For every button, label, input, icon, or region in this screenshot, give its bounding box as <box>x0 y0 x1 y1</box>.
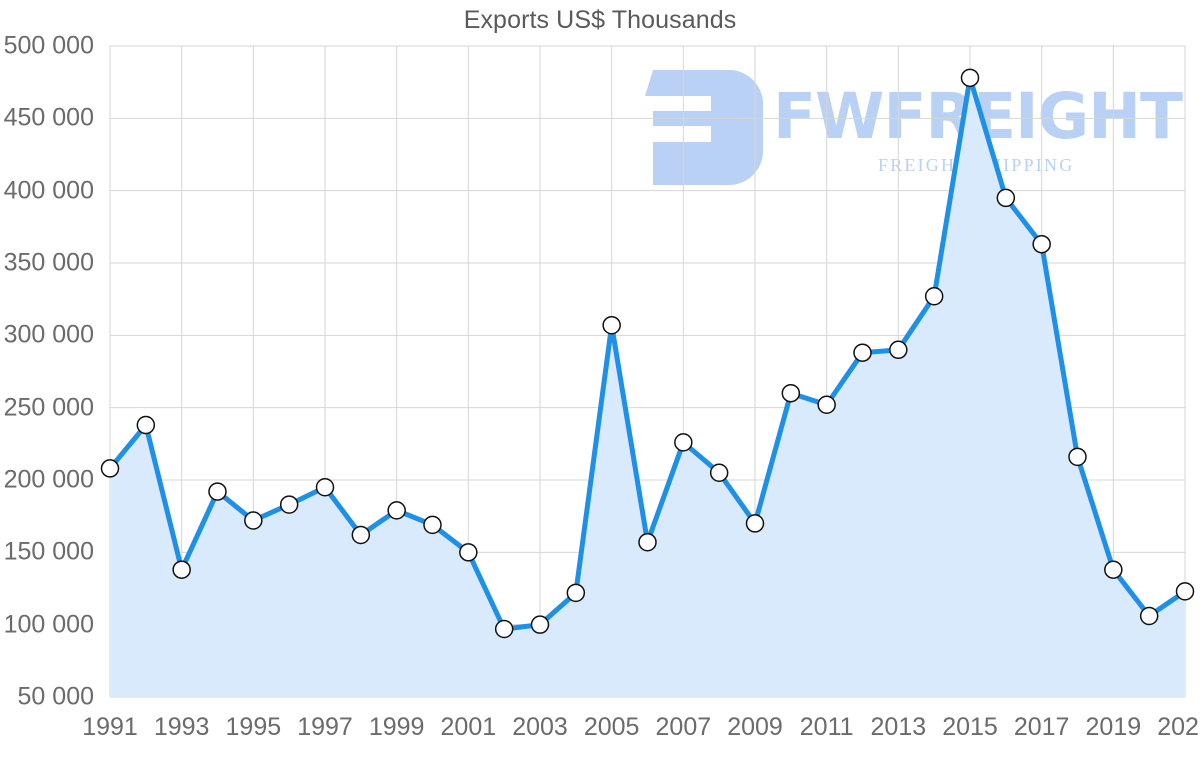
data-point-marker[interactable] <box>1139 606 1159 626</box>
data-point-marker[interactable] <box>638 532 657 552</box>
x-axis-tick-label: 1997 <box>297 713 353 741</box>
x-axis-tick-label: 2017 <box>1013 713 1070 741</box>
data-point-marker[interactable] <box>709 463 729 483</box>
data-point-marker[interactable] <box>781 383 801 403</box>
area-fill <box>110 77 1185 697</box>
y-axis-tick-label: 500 000 <box>3 31 94 60</box>
data-point-marker[interactable] <box>566 583 586 603</box>
data-point-marker[interactable] <box>315 477 335 497</box>
x-axis-tick-label: 2011 <box>799 713 854 741</box>
y-axis-tick-label: 100 000 <box>3 610 94 639</box>
data-point-marker[interactable] <box>960 68 980 88</box>
data-point-marker[interactable] <box>208 482 227 501</box>
y-axis-tick-label: 150 000 <box>3 537 94 566</box>
data-point-marker[interactable] <box>889 340 908 360</box>
y-axis-tick-label: 250 000 <box>3 393 94 422</box>
x-axis-tick-label: 1991 <box>82 713 138 741</box>
x-axis-tick-label: 2005 <box>583 713 640 741</box>
data-point-marker[interactable] <box>1175 582 1195 601</box>
x-axis-tick-label: 2013 <box>870 713 927 741</box>
x-axis-tick-label: 1993 <box>153 713 210 741</box>
x-axis-tick-label: 2003 <box>512 713 568 741</box>
y-axis-tick-label: 350 000 <box>3 248 94 277</box>
data-point-marker[interactable] <box>745 514 765 533</box>
x-axis-tick-label: 1995 <box>225 713 282 741</box>
data-point-marker[interactable] <box>1104 560 1123 579</box>
data-point-marker[interactable] <box>351 525 371 545</box>
x-axis-tick-label: 2019 <box>1085 713 1142 741</box>
chart-title: Exports US$ Thousands <box>463 6 737 34</box>
x-axis-tick-label: 2001 <box>440 713 497 741</box>
data-point-marker[interactable] <box>924 287 944 306</box>
y-axis-tick-label: 450 000 <box>3 103 94 132</box>
data-point-marker[interactable] <box>459 543 478 562</box>
data-point-marker[interactable] <box>602 315 621 335</box>
data-point-marker[interactable] <box>100 459 120 478</box>
data-point-marker[interactable] <box>387 501 406 520</box>
x-axis-tick-label: 2009 <box>727 713 783 741</box>
data-point-marker[interactable] <box>817 395 836 415</box>
data-point-marker[interactable] <box>244 511 263 530</box>
data-point-marker[interactable] <box>494 619 514 639</box>
y-axis-tick-label: 400 000 <box>3 176 94 205</box>
x-axis-tick-label: 2015 <box>942 713 998 741</box>
data-point-marker[interactable] <box>172 560 191 579</box>
y-axis-tick-label: 50 000 <box>17 682 94 711</box>
data-point-marker[interactable] <box>674 433 693 452</box>
data-point-marker[interactable] <box>423 515 442 535</box>
data-point-marker[interactable] <box>1032 234 1051 254</box>
data-point-marker[interactable] <box>996 188 1016 208</box>
x-axis-tick-label: 1999 <box>368 713 425 741</box>
data-point-marker[interactable] <box>136 415 156 435</box>
data-point-markers <box>100 68 1195 639</box>
y-axis-tick-label: 300 000 <box>3 320 94 349</box>
data-point-marker[interactable] <box>279 495 299 514</box>
data-point-marker[interactable] <box>853 343 872 362</box>
y-axis-tick-label: 200 000 <box>3 465 94 494</box>
data-point-marker[interactable] <box>530 615 550 634</box>
data-point-marker[interactable] <box>1068 447 1087 467</box>
x-axis-tick-label: 2021 <box>1157 713 1200 741</box>
x-axis-tick-label: 2007 <box>655 713 712 741</box>
